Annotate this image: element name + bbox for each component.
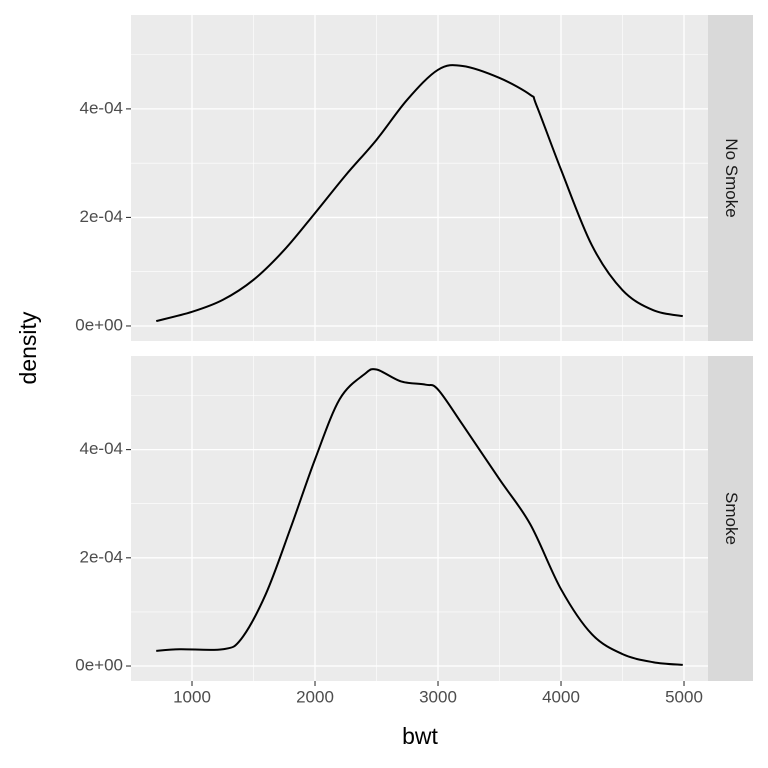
panel-background [131, 356, 708, 681]
x-tick-label: 4000 [542, 687, 580, 706]
x-tick-label: 1000 [173, 687, 211, 706]
panel-background [131, 15, 708, 341]
y-tick-label: 0e+00 [75, 655, 123, 674]
density-line [156, 368, 683, 666]
x-tick-label: 3000 [419, 687, 457, 706]
x-axis-label: bwt [402, 723, 438, 749]
y-tick-label: 0e+00 [75, 315, 123, 334]
strip-label: Smoke [722, 492, 741, 545]
x-tick-label: 2000 [296, 687, 334, 706]
x-tick-label: 5000 [665, 687, 703, 706]
y-tick-label: 4e-04 [80, 98, 123, 117]
y-tick-label: 4e-04 [80, 439, 123, 458]
y-axis-label: density [15, 311, 41, 384]
density-line [155, 64, 683, 323]
y-tick-label: 2e-04 [80, 207, 123, 226]
strip-background [708, 356, 753, 681]
strip-background [708, 15, 753, 341]
y-tick-label: 2e-04 [80, 547, 123, 566]
strip-label: No Smoke [722, 138, 741, 217]
